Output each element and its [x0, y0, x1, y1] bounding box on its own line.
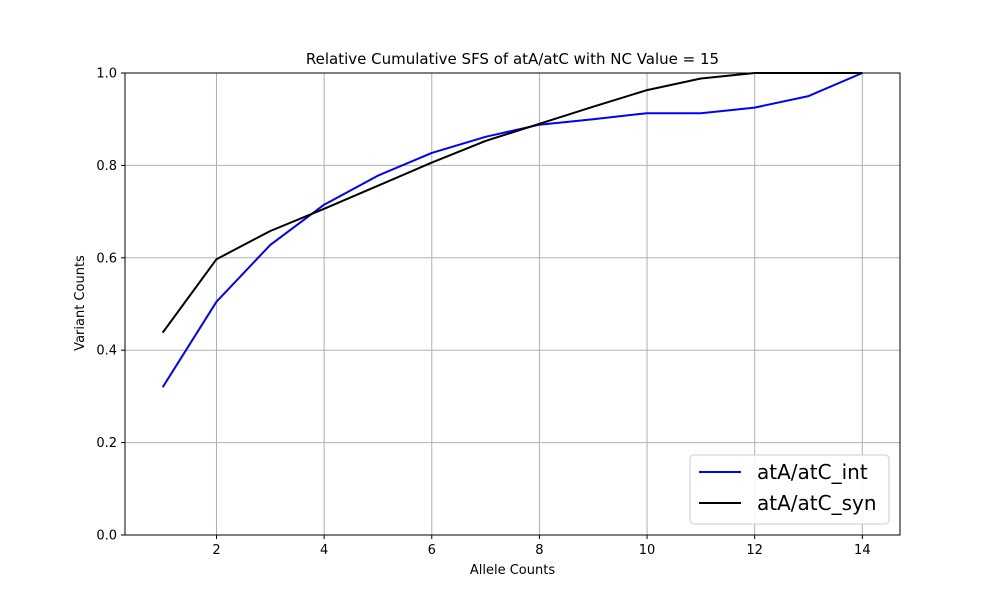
x-axis-ticks: 2 4 6 8 10 12 14 [212, 535, 871, 558]
x-tick-label: 12 [746, 543, 763, 558]
series-line-syn [161, 72, 863, 334]
y-tick-label: 0.8 [96, 159, 117, 174]
series-line-int [161, 72, 863, 388]
y-tick-label: 0.0 [96, 529, 117, 544]
legend-label-syn: atA/atC_syn [757, 491, 877, 515]
series-lines [161, 72, 863, 388]
x-tick-label: 4 [320, 543, 328, 558]
x-tick-label: 6 [428, 543, 436, 558]
y-axis-label: Variant Counts [73, 255, 88, 351]
y-tick-label: 1.0 [96, 67, 117, 82]
legend-label-int: atA/atC_int [757, 460, 868, 484]
x-tick-label: 14 [854, 543, 871, 558]
y-axis-ticks: 0.0 0.2 0.4 0.6 0.8 1.0 [96, 67, 125, 544]
chart-title: Relative Cumulative SFS of atA/atC with … [306, 50, 719, 68]
x-axis-label: Allele Counts [470, 563, 555, 578]
x-tick-label: 2 [212, 543, 220, 558]
y-tick-label: 0.6 [96, 251, 117, 266]
plot-area-frame [124, 72, 901, 536]
y-tick-label: 0.2 [96, 436, 117, 451]
legend: atA/atC_int atA/atC_syn [689, 454, 890, 525]
y-tick-label: 0.4 [96, 344, 117, 359]
x-tick-label: 8 [535, 543, 543, 558]
x-tick-label: 10 [639, 543, 656, 558]
